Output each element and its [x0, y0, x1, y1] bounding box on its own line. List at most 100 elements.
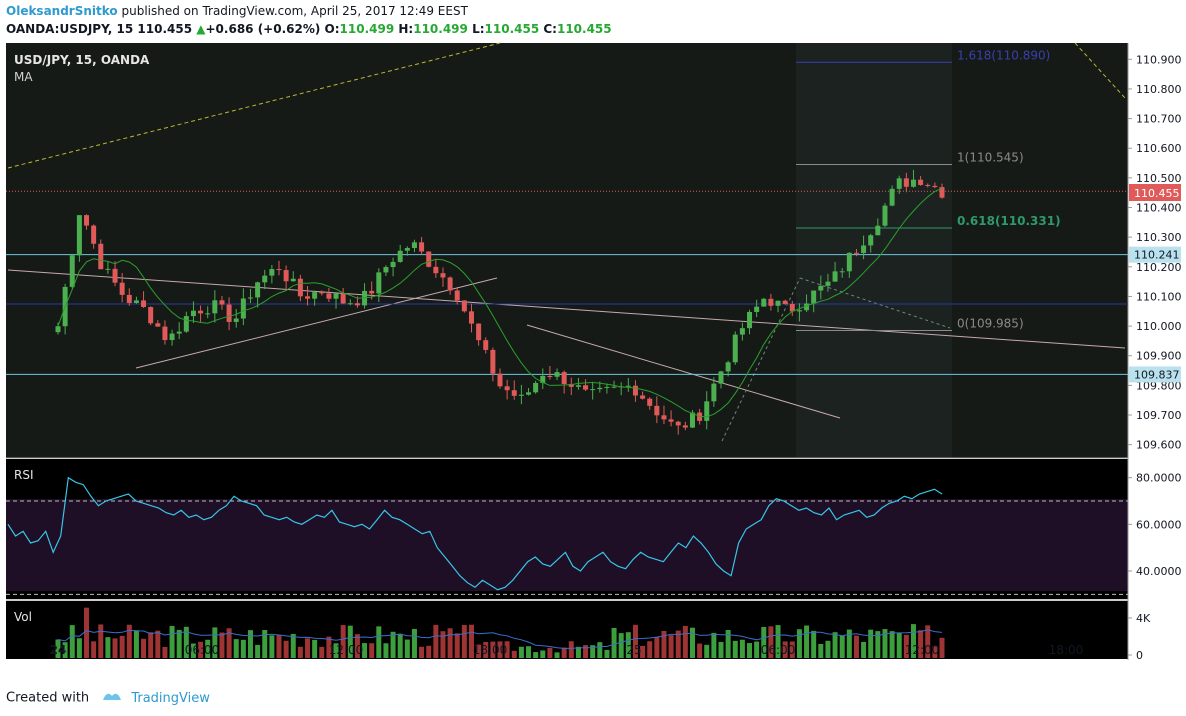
candle-body: [518, 394, 524, 396]
volume-bar: [518, 646, 524, 658]
candle-body: [568, 384, 574, 387]
volume-bar: [697, 643, 703, 658]
candle-body: [155, 323, 161, 327]
created-with-text: Created with: [6, 690, 90, 706]
volume-bar: [704, 644, 710, 658]
price-tick-label: 110.600: [1136, 142, 1182, 155]
candle-body: [932, 185, 938, 188]
candle-body: [369, 290, 375, 294]
rsi-series: 80.0000 60.0000 40.0000: [6, 472, 1182, 595]
volume-bar: [447, 628, 453, 658]
tradingview-link[interactable]: TradingView: [131, 690, 210, 706]
chart-canvas[interactable]: 1.618(110.890) 1(110.545) 0.618(110.331) 0(…: [0, 40, 1186, 660]
candle-body: [590, 389, 596, 391]
candle-body: [91, 225, 97, 244]
volume-bar: [782, 641, 788, 658]
volume-bar: [176, 629, 182, 658]
volume-bar: [604, 649, 610, 658]
price-tick-label: 110.900: [1136, 53, 1182, 66]
volume-bar: [190, 643, 196, 658]
candle-body: [141, 300, 147, 308]
candle-body: [312, 292, 318, 299]
volume-bar: [747, 643, 753, 658]
volume-bar: [768, 626, 774, 658]
volume-bar: [739, 639, 745, 658]
fib-zone: [796, 43, 952, 458]
candle-body: [190, 310, 196, 317]
volume-bar: [283, 640, 289, 658]
candle-body: [882, 205, 888, 226]
level-lines: 1.618(110.890) 1(110.545) 0.618(110.331) 0(…: [6, 48, 1128, 375]
volume-bar: [76, 638, 82, 658]
candle-body: [682, 425, 688, 428]
volume-bar: [846, 629, 852, 658]
publish-info: OleksandrSnitko published on TradingView…: [6, 4, 468, 18]
volume-bar: [476, 644, 482, 658]
volume-bar: [725, 629, 731, 658]
volume-bar: [461, 624, 467, 658]
price-tick-label: 109.800: [1136, 379, 1182, 392]
level-tags: 110.241 109.837: [1129, 246, 1181, 383]
candle-body: [404, 247, 410, 251]
volume-bar: [269, 635, 275, 658]
candle-body: [861, 245, 867, 254]
volume-bar: [533, 652, 539, 658]
volume-bar: [875, 631, 881, 658]
volume-bar: [789, 641, 795, 658]
volume-bar: [896, 632, 902, 658]
volume-bar: [426, 645, 432, 658]
open-value: 110.499: [339, 22, 395, 36]
volume-ma-line: [57, 629, 943, 649]
candle-body: [84, 215, 90, 226]
candle-body: [789, 303, 795, 312]
candle-body: [333, 293, 339, 299]
volume-bar: [925, 625, 931, 658]
candle-body: [704, 401, 710, 421]
candle-body: [133, 300, 139, 303]
candle-body: [811, 290, 817, 304]
rsi-tick-label: 80.0000: [1136, 472, 1182, 485]
volume-bar: [490, 641, 496, 658]
volume-bar: [590, 645, 596, 658]
volume-bar: [390, 631, 396, 658]
candle-body: [169, 333, 175, 341]
volume-bar: [126, 624, 132, 658]
volume-bar: [440, 631, 446, 658]
volume-bar: [718, 641, 724, 658]
volume-bar: [547, 647, 553, 658]
level-tag-label: 110.241: [1134, 249, 1180, 262]
volume-bar: [497, 641, 503, 658]
volume-bar: [333, 643, 339, 658]
volume-bar: [340, 625, 346, 658]
volume-bar: [889, 631, 895, 658]
volume-bar: [148, 632, 154, 658]
fib-level-label: 1(110.545): [957, 151, 1024, 165]
candle-body: [668, 419, 674, 422]
volume-bar: [119, 635, 125, 658]
volume-bar: [354, 634, 360, 658]
fib-level-label: 0.618(110.331): [957, 214, 1061, 228]
volume-bar: [839, 635, 845, 658]
tradingview-logo-icon[interactable]: [101, 690, 123, 706]
volume-bar: [761, 626, 767, 658]
time-tick-label: 12:00: [329, 643, 364, 657]
volume-bar: [632, 624, 638, 658]
candle-body: [305, 296, 311, 299]
author-link[interactable]: OleksandrSnitko: [6, 4, 118, 18]
candle-body: [447, 277, 453, 291]
candle-body: [340, 293, 346, 304]
candle-body: [768, 298, 774, 306]
up-arrow-icon: ▲: [196, 22, 206, 36]
candle-body: [853, 252, 859, 254]
price-axis[interactable]: [1128, 43, 1186, 660]
volume-bar: [255, 644, 261, 658]
volume-bar: [383, 643, 389, 658]
high-label: H:: [398, 22, 414, 36]
price-tick-label: 110.200: [1136, 261, 1182, 274]
candle-body: [319, 292, 325, 294]
candle-body: [661, 415, 667, 420]
price-panel[interactable]: [6, 43, 1128, 458]
candle-body: [896, 178, 902, 189]
price-tick-label: 110.400: [1136, 202, 1182, 215]
candle-body: [611, 386, 617, 388]
